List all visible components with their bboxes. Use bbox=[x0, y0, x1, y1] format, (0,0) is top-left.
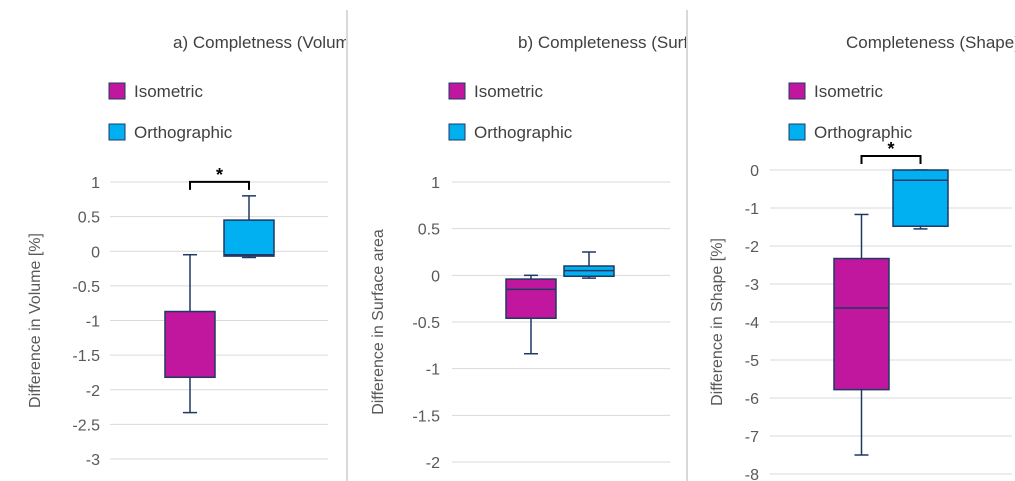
y-tick-label: 1 bbox=[431, 175, 440, 192]
y-axis-label: Difference in Shape [%] bbox=[709, 238, 726, 406]
y-tick-label: -2 bbox=[745, 239, 759, 256]
legend-label-orthographic: Orthographic bbox=[814, 123, 913, 142]
chart-panel-volume: a) Completness (Volume) Isometric Orthogra… bbox=[0, 0, 346, 481]
y-axis-label: Difference in Volume [%] bbox=[27, 233, 44, 408]
panel-divider bbox=[686, 10, 688, 481]
chart-surface-area: b) Completeness (Surface area) Isometric O… bbox=[370, 33, 686, 472]
y-tick-label: -1 bbox=[745, 201, 759, 218]
box-isometric bbox=[833, 257, 890, 391]
box-orthographic bbox=[892, 169, 949, 227]
box-orthographic bbox=[223, 219, 275, 257]
y-tick-label: -1.5 bbox=[72, 348, 100, 365]
significance-marker: * bbox=[216, 165, 223, 185]
legend-swatch-orthographic bbox=[788, 123, 806, 141]
legend-swatch-isometric bbox=[788, 82, 806, 100]
y-tick-label: -1.5 bbox=[412, 408, 440, 425]
legend-swatch-orthographic bbox=[448, 123, 466, 141]
significance-bracket bbox=[189, 180, 250, 190]
legend-label-isometric: Isometric bbox=[134, 82, 203, 101]
y-tick-label: 0 bbox=[750, 163, 759, 180]
y-tick-label: -8 bbox=[745, 467, 759, 481]
y-tick-label: 0.5 bbox=[418, 222, 440, 239]
chart-shape: Completeness (Shape) Isometric Orthographi… bbox=[709, 33, 1015, 481]
box-isometric bbox=[164, 310, 216, 379]
y-tick-label: -7 bbox=[745, 429, 759, 446]
legend-label-orthographic: Orthographic bbox=[134, 123, 233, 142]
y-tick-label: -1 bbox=[86, 314, 100, 331]
y-tick-label: -2.5 bbox=[72, 417, 100, 434]
chart-title: Completeness (Shape) bbox=[846, 33, 1015, 52]
y-tick-label: -5 bbox=[745, 353, 759, 370]
y-tick-label: -0.5 bbox=[412, 315, 440, 332]
significance-marker: * bbox=[887, 139, 894, 159]
y-tick-label: 1 bbox=[91, 175, 100, 192]
y-tick-label: -2 bbox=[426, 455, 440, 472]
y-tick-label: -3 bbox=[86, 452, 100, 469]
chart-title: a) Completness (Volume) bbox=[173, 33, 346, 52]
legend-swatch-isometric bbox=[108, 82, 126, 100]
chart-volume: a) Completness (Volume) Isometric Orthogra… bbox=[27, 33, 346, 469]
y-tick-label: -2 bbox=[86, 383, 100, 400]
y-tick-label: -0.5 bbox=[72, 279, 100, 296]
chart-panel-surface-area: b) Completeness (Surface area) Isometric O… bbox=[348, 0, 686, 481]
y-tick-label: 0 bbox=[91, 244, 100, 261]
chart-title: b) Completeness (Surface area) bbox=[518, 33, 686, 52]
y-tick-label: -4 bbox=[745, 315, 759, 332]
y-tick-label: 0 bbox=[431, 268, 440, 285]
y-axis-label: Difference in Surface area bbox=[370, 229, 387, 415]
legend-label-isometric: Isometric bbox=[474, 82, 543, 101]
y-tick-label: -1 bbox=[426, 362, 440, 379]
chart-panel-shape: Completeness (Shape) Isometric Orthographi… bbox=[688, 0, 1015, 481]
legend-label-orthographic: Orthographic bbox=[474, 123, 573, 142]
legend-swatch-isometric bbox=[448, 82, 466, 100]
significance-bracket bbox=[860, 155, 922, 164]
legend-swatch-orthographic bbox=[108, 123, 126, 141]
legend-label-isometric: Isometric bbox=[814, 82, 883, 101]
panel-divider bbox=[346, 10, 348, 481]
box-isometric bbox=[505, 278, 557, 320]
y-tick-label: 0.5 bbox=[78, 210, 100, 227]
y-tick-label: -6 bbox=[745, 391, 759, 408]
y-tick-label: -3 bbox=[745, 277, 759, 294]
